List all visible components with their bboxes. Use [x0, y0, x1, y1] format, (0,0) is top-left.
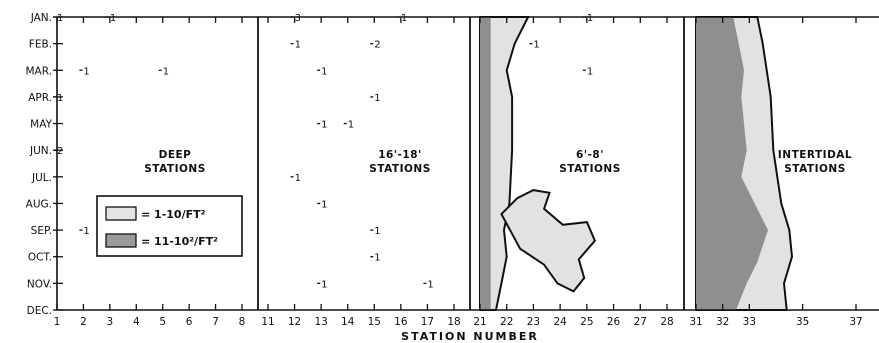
panel-title-2-line1: 16'-18'	[378, 149, 422, 161]
obs-count-18: 1	[321, 199, 327, 210]
month-label-11: NOV.	[27, 278, 52, 290]
obs-count-6: 2	[374, 40, 380, 51]
station-label-27: 27	[634, 316, 647, 328]
obs-count-16: 2	[57, 146, 63, 157]
station-label-17: 17	[421, 316, 434, 328]
month-label-9: SEP.	[31, 225, 52, 237]
panel-title-4-line2: STATIONS	[784, 163, 846, 175]
station-label-21: 21	[473, 316, 486, 328]
month-label-4: APR.	[28, 92, 52, 104]
panel-title-2-line2: STATIONS	[369, 163, 431, 175]
obs-count-12: 1	[57, 93, 63, 104]
obs-count-23: 1	[427, 279, 433, 290]
month-label-8: AUG.	[26, 198, 52, 210]
station-label-24: 24	[553, 316, 567, 328]
obs-count-15: 1	[348, 120, 354, 131]
panel-labels: DEEP STATIONS 16'-18' STATIONS 6'-8' STATIONS…	[144, 149, 852, 175]
obs-count-21: 1	[374, 253, 380, 264]
station-label-32: 32	[716, 316, 729, 328]
month-label-1: JAN.	[30, 12, 52, 24]
legend-swatch-low	[105, 206, 137, 221]
station-label-1: 1	[54, 316, 61, 328]
station-label-5: 5	[159, 316, 166, 328]
month-label-12: DEC.	[27, 305, 52, 317]
station-label-15: 15	[368, 316, 381, 328]
obs-count-11: 1	[587, 66, 593, 77]
station-label-37: 37	[849, 316, 862, 328]
station-label-28: 28	[660, 316, 673, 328]
station-label-33: 33	[743, 316, 756, 328]
month-label-5: MAY	[30, 119, 52, 131]
station-label-14: 14	[341, 316, 355, 328]
density-zones	[479, 16, 794, 311]
station-label-3: 3	[107, 316, 114, 328]
obs-count-14: 1	[321, 120, 327, 131]
legend-label-high: = 11-10²/FT²	[141, 235, 218, 248]
month-label-6: JUN.	[29, 145, 52, 157]
zone-4	[696, 17, 768, 310]
station-label-16: 16	[394, 316, 408, 328]
zone-1	[500, 189, 597, 293]
panel-title-1-line1: DEEP	[159, 149, 192, 161]
station-label-26: 26	[607, 316, 621, 328]
obs-count-1: 1	[110, 13, 116, 24]
obs-count-2: 3	[295, 13, 301, 24]
station-label-18: 18	[447, 316, 460, 328]
x-axis-title: STATION NUMBER	[401, 330, 539, 343]
zone-2	[480, 17, 491, 310]
observations: 1 1 3 1 1 1 2 1 1 1 1 1 1 1 1 1 2 1 1 1 1 1 1 1	[53, 13, 593, 290]
obs-count-0: 1	[57, 13, 63, 24]
obs-count-9: 1	[163, 66, 169, 77]
legend-label-low: = 1-10/FT²	[141, 208, 206, 221]
obs-count-13: 1	[374, 93, 380, 104]
month-label-7: JUL.	[31, 172, 52, 184]
obs-count-3: 1	[401, 13, 407, 24]
obs-count-5: 1	[295, 40, 301, 51]
panel-title-3-line1: 6'-8'	[576, 149, 604, 161]
station-label-25: 25	[580, 316, 593, 328]
obs-count-10: 1	[321, 66, 327, 77]
station-label-11: 11	[261, 316, 274, 328]
obs-count-22: 1	[321, 279, 327, 290]
legend-swatch-high	[105, 233, 137, 248]
panel-title-4-line1: INTERTIDAL	[778, 149, 852, 161]
station-label-31: 31	[689, 316, 702, 328]
month-label-10: OCT.	[28, 252, 52, 264]
month-label-3: MAR.	[25, 65, 52, 77]
legend: = 1-10/FT² = 11-10²/FT²	[96, 195, 243, 257]
station-label-7: 7	[212, 316, 219, 328]
station-label-22: 22	[500, 316, 513, 328]
obs-count-4: 1	[587, 13, 593, 24]
station-label-23: 23	[527, 316, 540, 328]
panel-title-3-line2: STATIONS	[559, 163, 621, 175]
obs-count-7: 1	[533, 40, 539, 51]
month-label-2: FEB.	[29, 39, 52, 51]
obs-count-17: 1	[295, 173, 301, 184]
station-label-13: 13	[314, 316, 327, 328]
obs-count-8: 1	[83, 66, 89, 77]
station-label-35: 35	[796, 316, 809, 328]
chart-axes: JAN. FEB. MAR. APR. MAY JUN. JUL. AUG. SEP. OCT. N…	[25, 12, 879, 328]
panel-title-1-line2: STATIONS	[144, 163, 206, 175]
station-label-4: 4	[133, 316, 140, 328]
station-label-12: 12	[288, 316, 301, 328]
station-label-6: 6	[186, 316, 193, 328]
station-label-2: 2	[80, 316, 87, 328]
obs-count-19: 1	[83, 226, 89, 237]
station-label-8: 8	[239, 316, 246, 328]
obs-count-20: 1	[374, 226, 380, 237]
